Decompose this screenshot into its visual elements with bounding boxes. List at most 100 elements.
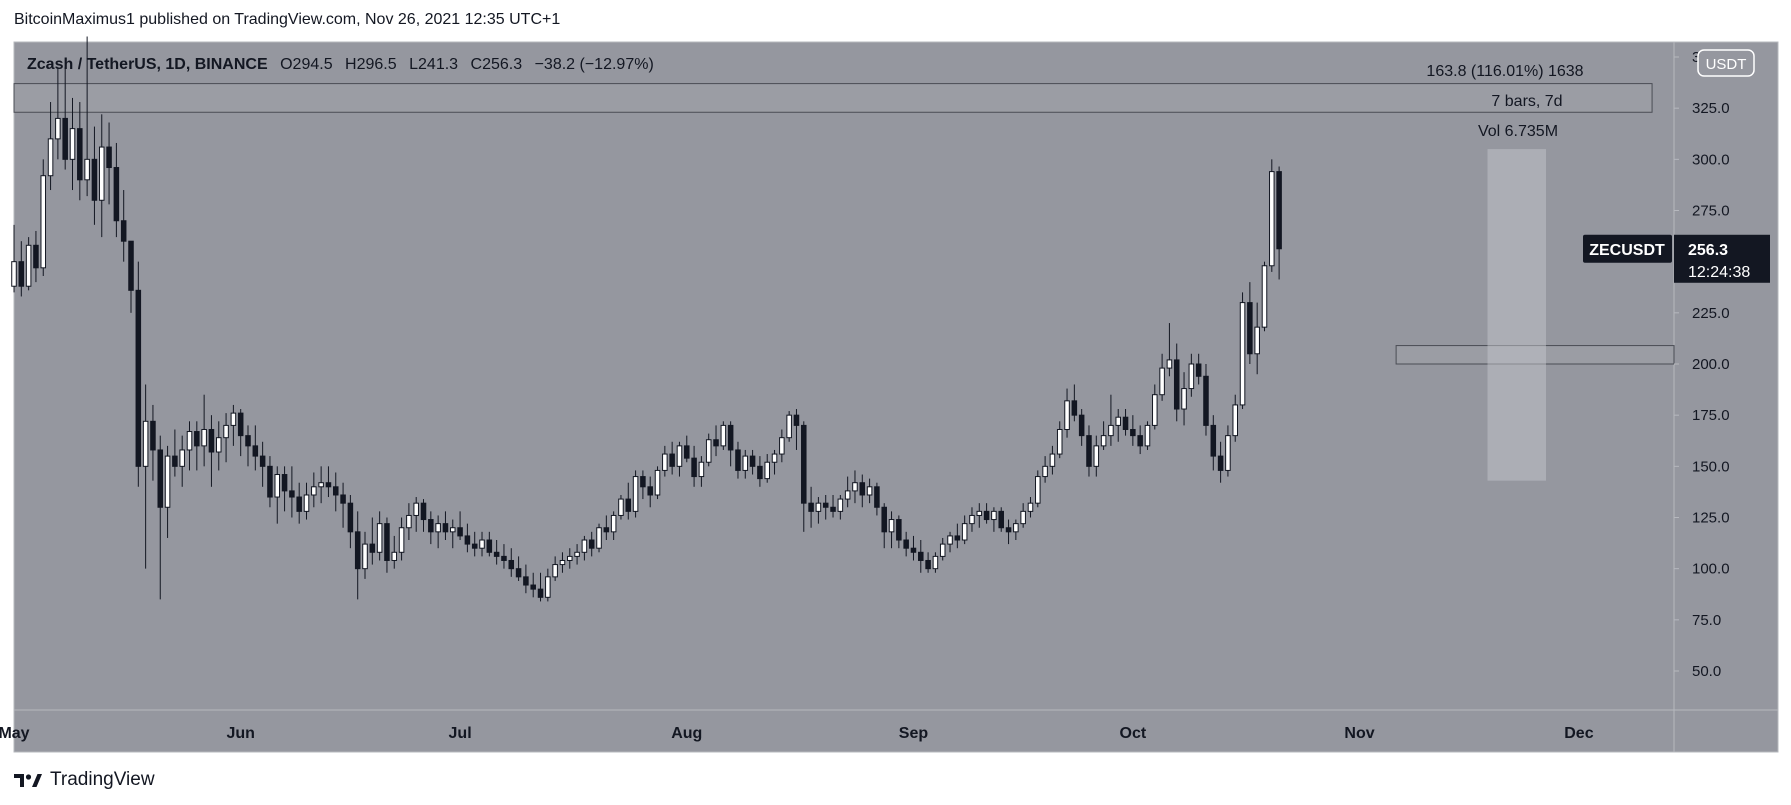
- candle-body: [896, 519, 902, 541]
- candle-bull: [1108, 394, 1114, 446]
- candle-body: [983, 510, 990, 521]
- time-tick-label: Sep: [899, 725, 929, 742]
- candle-bear: [859, 474, 866, 508]
- footer-brand[interactable]: TradingView: [14, 768, 155, 792]
- candle-body: [815, 502, 822, 512]
- candle-bear: [1078, 409, 1085, 446]
- resistance-zone: [13, 83, 1653, 113]
- candle-bear: [508, 548, 515, 577]
- candle-bull: [362, 531, 368, 579]
- candle-bull: [11, 224, 17, 293]
- candle-body: [801, 424, 807, 504]
- candle-body: [837, 498, 844, 512]
- candle-body: [925, 559, 931, 570]
- candle-body: [179, 449, 185, 467]
- candle-body: [1137, 435, 1143, 447]
- candle-body: [194, 431, 200, 447]
- candle-bull: [25, 237, 32, 291]
- candle-body: [384, 523, 390, 561]
- candle-bull: [1152, 384, 1158, 430]
- candle-bull: [610, 511, 617, 541]
- candle-body: [47, 138, 54, 177]
- candle-bear: [252, 425, 259, 471]
- candle-body: [40, 175, 47, 269]
- candle-body: [267, 465, 273, 498]
- candle-body: [567, 555, 573, 561]
- candle-bull: [976, 503, 983, 528]
- time-scale-background[interactable]: [14, 710, 1778, 752]
- candle-body: [1159, 367, 1165, 396]
- candle-body: [486, 539, 493, 553]
- ohlc-close: 256.3: [482, 56, 522, 73]
- candle-body: [859, 482, 866, 496]
- candle-body: [362, 543, 368, 570]
- candle-body: [918, 551, 924, 561]
- candle-body: [647, 486, 653, 496]
- candle-body: [559, 559, 566, 566]
- currency-badge[interactable]: USDT: [1697, 49, 1755, 77]
- candle-bull: [1100, 421, 1107, 450]
- candle-bear: [420, 499, 427, 532]
- candle-bear: [77, 102, 83, 201]
- candle-bear: [332, 472, 339, 512]
- candle-body: [866, 486, 873, 496]
- candle-bear: [625, 482, 632, 520]
- time-tick-label: Aug: [671, 725, 702, 742]
- candle-body: [354, 531, 361, 570]
- candle-body: [135, 289, 142, 467]
- candle-bear: [983, 503, 990, 524]
- candle-body: [515, 568, 522, 578]
- price-scale-background[interactable]: [1674, 42, 1778, 710]
- candle-bull: [201, 394, 207, 467]
- candle-body: [1100, 435, 1107, 447]
- candle-body: [157, 449, 164, 508]
- candle-body: [640, 476, 646, 488]
- candle-bull: [1056, 421, 1063, 459]
- candle-body: [698, 461, 705, 478]
- candle-body: [1115, 416, 1121, 426]
- candle-bull: [1042, 456, 1048, 483]
- candle-bull: [844, 476, 851, 508]
- candle-body: [340, 494, 346, 504]
- price-tick-label: 175.0: [1692, 407, 1730, 424]
- candle-body: [449, 527, 456, 533]
- candle-bear: [428, 511, 434, 545]
- candle-body: [164, 455, 171, 508]
- candle-bull: [771, 449, 778, 475]
- candle-bull: [574, 544, 580, 565]
- candle-body: [303, 494, 310, 512]
- candle-bear: [325, 466, 332, 498]
- candle-bull: [1049, 445, 1056, 475]
- candle-body: [625, 498, 632, 512]
- candle-bull: [55, 67, 61, 160]
- candle-body: [120, 220, 127, 242]
- candle-body: [376, 523, 383, 553]
- candle-body: [764, 461, 770, 480]
- candle-bear: [245, 425, 251, 467]
- candle-bull: [939, 537, 946, 561]
- plot-background[interactable]: [14, 42, 1674, 710]
- candle-bull: [449, 519, 456, 549]
- ohlc-low-label: L: [409, 56, 418, 73]
- candle-body: [771, 453, 778, 463]
- candle-body: [932, 555, 939, 570]
- candle-bear: [493, 540, 500, 565]
- candle-body: [1166, 359, 1173, 369]
- candle-body: [1049, 453, 1056, 467]
- candle-body: [705, 439, 712, 463]
- candle-bear: [289, 466, 295, 518]
- candle-bear: [998, 507, 1004, 532]
- price-tick-label: 3: [1692, 49, 1700, 66]
- measure-change: 163.8 (116.01%) 1638: [1426, 63, 1583, 80]
- candle-bull: [1159, 353, 1165, 401]
- currency-badge-label: USDT: [1706, 56, 1747, 73]
- candle-bull: [932, 552, 939, 573]
- candle-bull: [1188, 353, 1195, 397]
- measure-volume: Vol 6.735M: [1478, 123, 1558, 140]
- candle-body: [1071, 400, 1078, 416]
- time-tick-label: Dec: [1564, 725, 1593, 742]
- candle-bear: [903, 531, 909, 557]
- candle-bull: [406, 503, 412, 541]
- candle-bull: [376, 511, 383, 561]
